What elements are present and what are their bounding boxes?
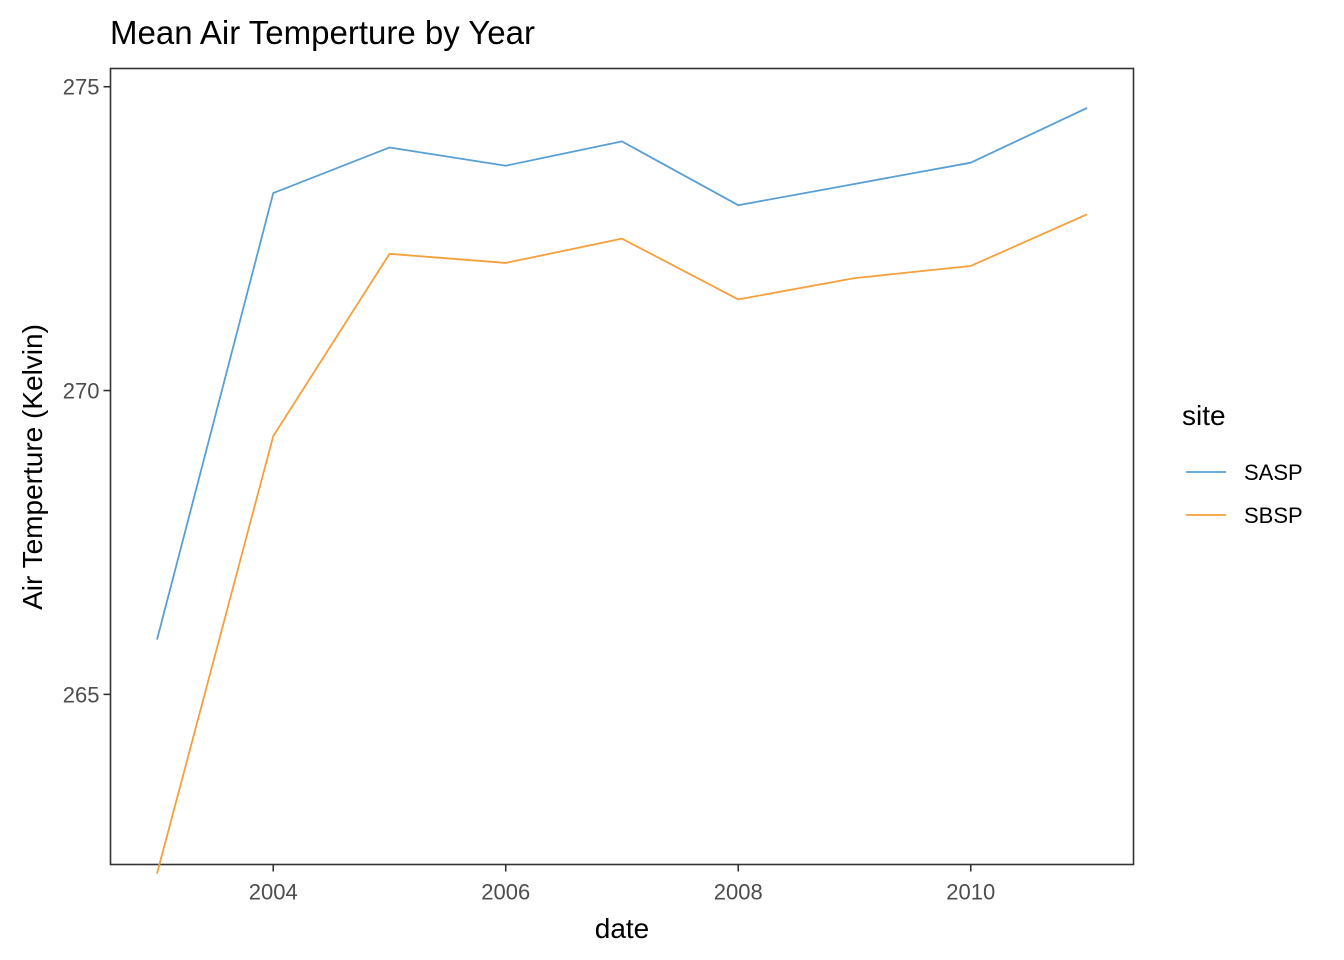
y-axis-title: Air Temperture (Kelvin) (17, 324, 48, 610)
y-axis: 265 270 275 (63, 75, 111, 707)
chart-title: Mean Air Temperture by Year (110, 14, 535, 51)
x-tick-label: 2006 (481, 880, 530, 905)
x-tick-label: 2004 (249, 880, 298, 905)
legend-label-sasp: SASP (1244, 460, 1303, 485)
series-line-sbsp (156, 213, 1088, 874)
plot-panel (109, 67, 1135, 866)
series-line-sasp (156, 107, 1088, 640)
series-layer (156, 107, 1088, 874)
legend-label-sbsp: SBSP (1244, 503, 1303, 528)
y-tick-label: 275 (63, 75, 100, 100)
y-tick-label: 270 (63, 379, 100, 404)
legend-title: site (1182, 400, 1226, 431)
legend: site SASP SBSP (1182, 400, 1303, 528)
x-axis: 2004 2006 2008 2010 (249, 864, 995, 905)
legend-items: SASP SBSP (1186, 460, 1303, 528)
x-axis-title: date (595, 913, 650, 944)
x-tick-label: 2010 (946, 880, 995, 905)
y-tick-label: 265 (63, 682, 100, 707)
x-tick-label: 2008 (714, 880, 763, 905)
